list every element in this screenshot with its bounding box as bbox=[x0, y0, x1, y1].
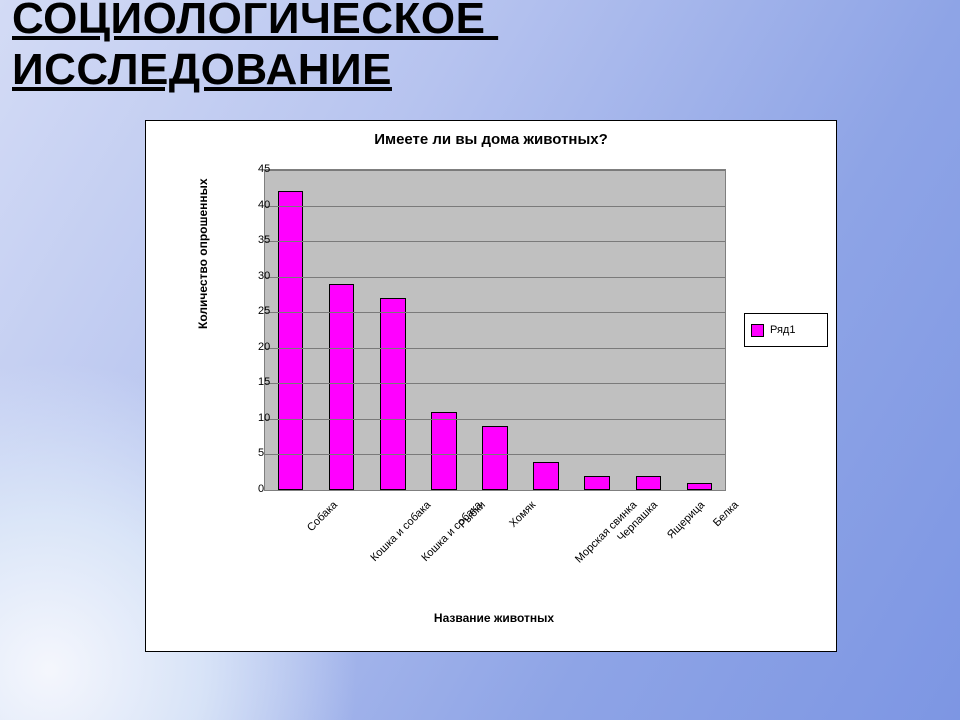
gridline bbox=[265, 170, 725, 171]
gridline bbox=[265, 454, 725, 455]
gridline bbox=[265, 277, 725, 278]
title-line2: ИССЛЕДОВАНИЕ bbox=[12, 45, 392, 94]
bar bbox=[380, 298, 406, 490]
chart-title: Имеете ли вы дома животных? bbox=[146, 131, 836, 148]
gridline bbox=[265, 206, 725, 207]
bar bbox=[687, 483, 713, 490]
bar bbox=[329, 284, 355, 490]
slide: СОЦИОЛОГИЧЕСКОЕ ИССЛЕДОВАНИЕ Имеете ли в… bbox=[0, 0, 960, 720]
bar bbox=[278, 191, 304, 490]
gridline bbox=[265, 312, 725, 313]
legend-swatch bbox=[751, 324, 764, 337]
x-tick: Белка bbox=[711, 499, 741, 529]
chart-container: Имеете ли вы дома животных? 051015202530… bbox=[145, 120, 837, 652]
x-tick: Хомяк bbox=[507, 499, 538, 530]
bar bbox=[482, 426, 508, 490]
bar bbox=[584, 476, 610, 490]
gridline bbox=[265, 419, 725, 420]
gridline bbox=[265, 348, 725, 349]
gridline bbox=[265, 383, 725, 384]
bar bbox=[533, 462, 559, 490]
legend-label: Ряд1 bbox=[770, 324, 795, 336]
gridline bbox=[265, 241, 725, 242]
title-line1: СОЦИОЛОГИЧЕСКОЕ bbox=[12, 0, 498, 43]
x-tick: Ящерица bbox=[665, 499, 707, 541]
plot-area bbox=[264, 169, 726, 491]
bar bbox=[636, 476, 662, 490]
slide-title: СОЦИОЛОГИЧЕСКОЕ ИССЛЕДОВАНИЕ bbox=[12, 0, 498, 95]
x-tick: Собака bbox=[305, 499, 340, 534]
bar bbox=[431, 412, 457, 490]
bar-series bbox=[265, 170, 725, 490]
y-axis-label: Количество опрошенных bbox=[196, 178, 210, 329]
x-axis-label: Название животных bbox=[264, 611, 724, 625]
legend: Ряд1 bbox=[744, 313, 828, 347]
